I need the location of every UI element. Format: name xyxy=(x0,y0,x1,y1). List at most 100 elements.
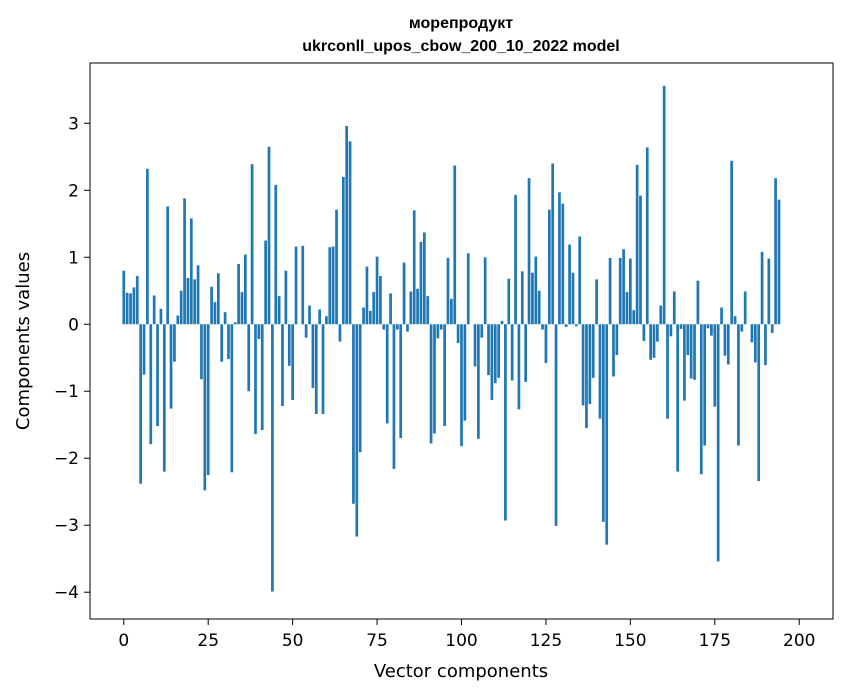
bar xyxy=(328,247,332,325)
bar xyxy=(625,292,629,325)
bar xyxy=(581,324,585,406)
bar xyxy=(392,324,396,469)
bar xyxy=(753,324,757,363)
x-axis-label: Vector components xyxy=(374,661,548,682)
bar xyxy=(287,324,291,366)
bar xyxy=(156,324,159,427)
bar xyxy=(355,324,359,537)
y-tick-label: −2 xyxy=(54,449,79,469)
bar xyxy=(321,324,325,415)
bar xyxy=(676,324,679,472)
bar xyxy=(125,292,129,325)
y-tick-label: −3 xyxy=(54,516,79,536)
bar xyxy=(645,147,649,325)
bar xyxy=(561,203,565,325)
bar xyxy=(534,256,538,325)
bar xyxy=(402,262,406,325)
bar xyxy=(260,324,264,431)
bar xyxy=(500,320,504,325)
bar xyxy=(450,298,453,325)
bar xyxy=(368,310,372,325)
bar xyxy=(666,324,669,419)
bar xyxy=(233,322,237,325)
bar xyxy=(507,278,511,325)
bar xyxy=(416,288,419,325)
bar xyxy=(122,270,126,325)
bar xyxy=(399,324,403,439)
bar xyxy=(733,316,737,325)
bar xyxy=(726,324,730,365)
bar xyxy=(419,241,423,325)
bar xyxy=(362,307,365,325)
bar xyxy=(311,324,315,388)
y-axis-label: Components values xyxy=(13,252,34,430)
bar xyxy=(558,192,561,325)
bar xyxy=(740,324,744,332)
bar xyxy=(622,249,625,325)
bar xyxy=(612,324,615,377)
bar xyxy=(531,272,534,325)
bar xyxy=(173,324,176,362)
bar xyxy=(159,308,163,325)
bar xyxy=(757,324,761,481)
bar xyxy=(132,287,136,325)
bar xyxy=(696,280,700,325)
bar xyxy=(490,324,494,400)
bar xyxy=(615,324,619,356)
bar xyxy=(618,257,622,325)
bar xyxy=(483,257,487,325)
bar xyxy=(635,164,639,325)
bar xyxy=(710,324,713,336)
bar xyxy=(730,160,734,325)
bar xyxy=(541,324,544,330)
bar xyxy=(426,296,430,325)
bar xyxy=(210,286,213,325)
bar xyxy=(244,254,247,325)
x-tick-label: 50 xyxy=(282,631,304,651)
bar xyxy=(487,324,490,376)
bar xyxy=(314,324,318,415)
chart-title: морепродукт xyxy=(409,15,513,32)
bar xyxy=(473,324,477,367)
chart-subtitle: ukrconll_upos_cbow_200_10_2022 model xyxy=(302,38,619,55)
x-tick-label: 25 xyxy=(197,631,219,651)
bar xyxy=(706,324,710,329)
bar xyxy=(504,324,507,521)
bar xyxy=(240,292,244,325)
bar xyxy=(601,324,605,522)
bar xyxy=(409,291,413,325)
bar xyxy=(595,279,598,325)
bar xyxy=(632,310,636,325)
bar xyxy=(271,324,274,592)
bar xyxy=(652,324,656,358)
bar xyxy=(352,324,355,504)
y-tick-label: 3 xyxy=(68,114,79,134)
y-axis-ticks: −4 −3 −2 −1 0 1 2 3 xyxy=(54,114,90,603)
bar xyxy=(365,266,369,325)
bar xyxy=(220,324,224,362)
x-tick-label: 200 xyxy=(783,631,815,651)
bar xyxy=(206,324,210,475)
bar xyxy=(527,178,531,325)
bar xyxy=(341,176,345,325)
bar xyxy=(308,305,311,325)
bar xyxy=(524,324,528,382)
bar xyxy=(291,324,294,400)
bar xyxy=(453,165,457,325)
y-tick-label: 2 xyxy=(68,181,79,201)
bar xyxy=(683,324,686,401)
bar xyxy=(129,293,132,325)
bar xyxy=(750,324,754,343)
bar xyxy=(264,240,267,325)
bar xyxy=(375,256,379,325)
x-tick-label: 100 xyxy=(445,631,477,651)
x-tick-label: 0 xyxy=(118,631,129,651)
bar xyxy=(693,324,696,380)
y-tick-label: 0 xyxy=(68,315,79,335)
bar xyxy=(510,324,514,381)
bar xyxy=(230,324,234,473)
bar xyxy=(477,324,480,439)
bar xyxy=(571,272,575,325)
bar xyxy=(764,324,767,366)
